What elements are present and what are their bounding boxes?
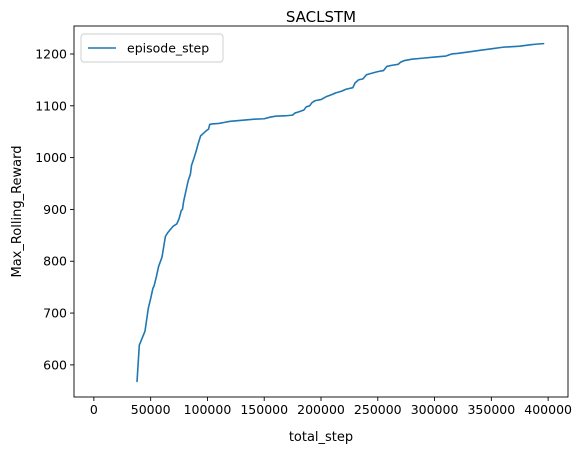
x-tick-label: 50000 — [131, 402, 171, 417]
y-tick-label: 900 — [43, 202, 67, 217]
series-layer — [136, 42, 545, 383]
y-tick-label: 1000 — [35, 150, 67, 165]
legend: episode_step — [80, 33, 224, 63]
chart-title: SACLSTM — [286, 8, 356, 26]
x-tick-label: 250000 — [354, 402, 402, 417]
y-tick-label: 800 — [43, 254, 67, 269]
y-tick-label: 600 — [43, 357, 67, 372]
x-tick-label: 400000 — [524, 402, 572, 417]
x-tick-label: 100000 — [184, 402, 232, 417]
y-tick-label: 1200 — [35, 46, 67, 61]
x-tick-label: 200000 — [297, 402, 345, 417]
x-axis: 0 50000 100000 150000 200000 250000 300000 3500… — [90, 397, 572, 417]
y-axis-label: Max_Rolling_Reward — [10, 145, 25, 277]
x-tick-label: 0 — [90, 402, 98, 417]
y-axis: 600 700 800 900 1000 1100 1200 — [35, 46, 74, 372]
x-tick-label: 150000 — [240, 402, 288, 417]
legend-label: episode_step — [127, 41, 209, 56]
x-tick-label: 350000 — [467, 402, 515, 417]
y-tick-label: 700 — [43, 306, 67, 321]
y-tick-label: 1100 — [35, 98, 67, 113]
x-axis-label: total_step — [289, 430, 353, 445]
series-line-episode-step — [136, 42, 545, 383]
legend-box — [80, 33, 224, 63]
x-tick-label: 300000 — [411, 402, 459, 417]
